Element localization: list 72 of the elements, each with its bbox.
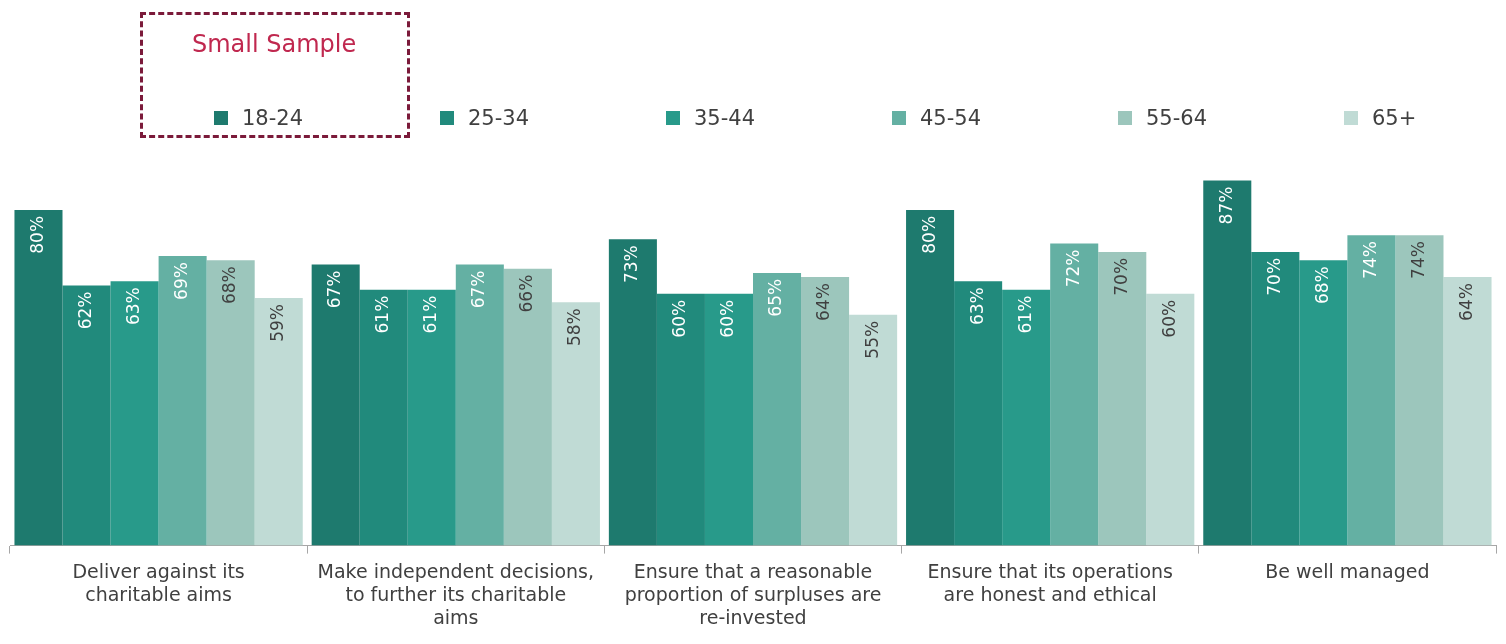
data-label: 55% — [861, 320, 882, 359]
data-label: 70% — [1263, 257, 1284, 296]
data-label: 64% — [1455, 283, 1476, 321]
data-label: 87% — [1215, 186, 1236, 225]
data-label: 73% — [621, 245, 642, 284]
data-label: 65% — [765, 278, 786, 317]
bar — [849, 314, 898, 546]
bar — [753, 272, 802, 546]
data-label: 61% — [372, 295, 393, 334]
bar — [455, 264, 504, 546]
data-label: 67% — [468, 270, 489, 309]
data-label: 60% — [669, 299, 690, 338]
bar — [14, 209, 63, 546]
bar — [801, 277, 850, 546]
data-label: 59% — [267, 304, 288, 342]
bar — [1251, 251, 1300, 546]
bar — [62, 285, 111, 546]
bar — [407, 289, 456, 546]
data-label: 67% — [324, 270, 345, 309]
text: Small Sample — [192, 30, 357, 58]
bar — [254, 298, 303, 546]
data-label: 66% — [516, 274, 537, 313]
data-label: 60% — [1158, 299, 1179, 338]
x-tick-label: Be well managed — [1265, 559, 1430, 582]
data-label: 62% — [74, 291, 95, 330]
data-label: 74% — [1359, 241, 1380, 279]
bar — [906, 209, 955, 546]
data-label: 60% — [717, 299, 738, 338]
data-label: 64% — [813, 283, 834, 321]
bar — [206, 260, 255, 546]
data-label: 72% — [1062, 249, 1083, 288]
x-tick-label: Deliver against its charitable aims — [72, 559, 245, 605]
data-label: 80% — [918, 215, 939, 254]
bar — [1299, 260, 1348, 546]
bar — [503, 268, 552, 546]
legend-label: 25-34 — [468, 106, 530, 130]
legend-label: 18-24 — [242, 106, 304, 130]
x-tick-label: Ensure that a reasonable proportion of surpluses are re-invested — [624, 559, 882, 628]
bar — [704, 293, 753, 546]
legend-label: 35-44 — [694, 106, 756, 130]
data-label: 74% — [1407, 241, 1428, 279]
data-label: 70% — [1110, 257, 1131, 296]
data-label: 68% — [219, 266, 240, 305]
bar — [359, 289, 408, 546]
bar — [1146, 293, 1195, 546]
bar — [954, 281, 1003, 546]
bar — [1098, 251, 1147, 546]
x-tick-label: Make independent decisions, to further its charitable aims — [317, 559, 595, 628]
bar — [1347, 235, 1396, 546]
bar — [110, 281, 159, 546]
data-label: 61% — [1014, 295, 1035, 334]
legend-label: 45-54 — [920, 106, 982, 130]
bar — [1050, 243, 1099, 546]
data-label: 80% — [26, 215, 47, 254]
bar — [158, 256, 207, 546]
bar — [1203, 180, 1252, 546]
bar — [1002, 289, 1051, 546]
legend-label: 55-64 — [1146, 106, 1208, 130]
data-label: 69% — [171, 262, 192, 300]
bar — [656, 293, 705, 546]
bar — [551, 302, 600, 546]
bar — [1443, 277, 1492, 546]
x-tick-label: Ensure that its operations are honest and ethical — [927, 559, 1173, 605]
legend-label: 65+ — [1372, 106, 1417, 130]
bar — [1395, 235, 1444, 546]
data-label: 63% — [966, 287, 987, 326]
bar — [311, 264, 360, 546]
data-label: 68% — [1311, 266, 1332, 305]
data-label: 58% — [564, 308, 585, 347]
data-label: 63% — [123, 287, 143, 326]
bar — [608, 239, 657, 546]
data-label: 61% — [420, 295, 441, 334]
